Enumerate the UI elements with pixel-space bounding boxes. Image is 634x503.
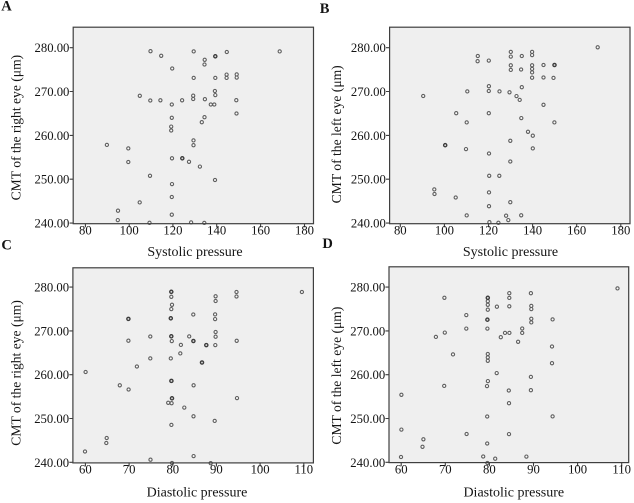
svg-text:140: 140: [523, 224, 542, 238]
svg-text:100: 100: [120, 224, 139, 238]
svg-text:260.00: 260.00: [35, 129, 70, 143]
svg-text:90: 90: [527, 462, 540, 476]
svg-text:260.00: 260.00: [350, 368, 385, 382]
svg-text:270.00: 270.00: [34, 324, 69, 338]
svg-text:250.00: 250.00: [34, 412, 69, 426]
svg-text:80: 80: [483, 462, 496, 476]
svg-text:C: C: [1, 238, 11, 254]
svg-text:250.00: 250.00: [351, 173, 386, 187]
svg-text:180: 180: [611, 224, 630, 238]
svg-text:90: 90: [210, 462, 223, 476]
svg-text:110: 110: [612, 462, 631, 476]
svg-text:100: 100: [251, 462, 270, 476]
svg-text:A: A: [1, 0, 12, 15]
svg-text:Diastolic pressure: Diastolic pressure: [147, 485, 248, 500]
svg-text:240.00: 240.00: [35, 217, 70, 231]
svg-text:80: 80: [394, 224, 407, 238]
svg-text:260.00: 260.00: [351, 129, 386, 143]
svg-text:60: 60: [395, 462, 408, 476]
svg-text:280.00: 280.00: [34, 281, 69, 295]
svg-text:80: 80: [166, 462, 179, 476]
svg-text:160: 160: [567, 224, 586, 238]
svg-text:70: 70: [123, 462, 136, 476]
svg-text:270.00: 270.00: [35, 85, 70, 99]
svg-text:270.00: 270.00: [351, 85, 386, 99]
svg-text:B: B: [320, 1, 330, 17]
svg-text:Systolic pressure: Systolic pressure: [463, 245, 558, 260]
svg-text:180: 180: [295, 224, 314, 238]
svg-text:240.00: 240.00: [350, 456, 385, 470]
svg-text:CMT of the left eye (μm): CMT of the left eye (μm): [329, 307, 345, 445]
svg-text:D: D: [322, 236, 332, 252]
svg-text:250.00: 250.00: [350, 412, 385, 426]
svg-text:250.00: 250.00: [35, 173, 70, 187]
svg-text:240.00: 240.00: [34, 456, 69, 470]
svg-text:280.00: 280.00: [350, 281, 385, 295]
svg-text:280.00: 280.00: [35, 41, 70, 55]
svg-text:70: 70: [439, 462, 452, 476]
svg-text:Diastolic pressure: Diastolic pressure: [463, 485, 564, 500]
svg-text:260.00: 260.00: [34, 368, 69, 382]
svg-text:240.00: 240.00: [351, 217, 386, 231]
svg-text:160: 160: [251, 224, 270, 238]
svg-text:120: 120: [163, 224, 182, 238]
svg-text:100: 100: [568, 462, 587, 476]
svg-text:140: 140: [207, 224, 226, 238]
svg-text:120: 120: [479, 224, 498, 238]
svg-text:CMT of the left eye (μm): CMT of the left eye (μm): [329, 65, 345, 203]
svg-text:CMT of the right eye (μm): CMT of the right eye (μm): [9, 55, 25, 201]
svg-text:Systolic pressure: Systolic pressure: [147, 245, 242, 260]
svg-text:100: 100: [435, 224, 454, 238]
svg-text:CMT of the right eye (μm): CMT of the right eye (μm): [9, 300, 25, 446]
svg-text:80: 80: [79, 224, 92, 238]
svg-text:280.00: 280.00: [351, 41, 386, 55]
svg-text:270.00: 270.00: [350, 324, 385, 338]
svg-text:110: 110: [295, 462, 314, 476]
svg-text:60: 60: [79, 462, 92, 476]
